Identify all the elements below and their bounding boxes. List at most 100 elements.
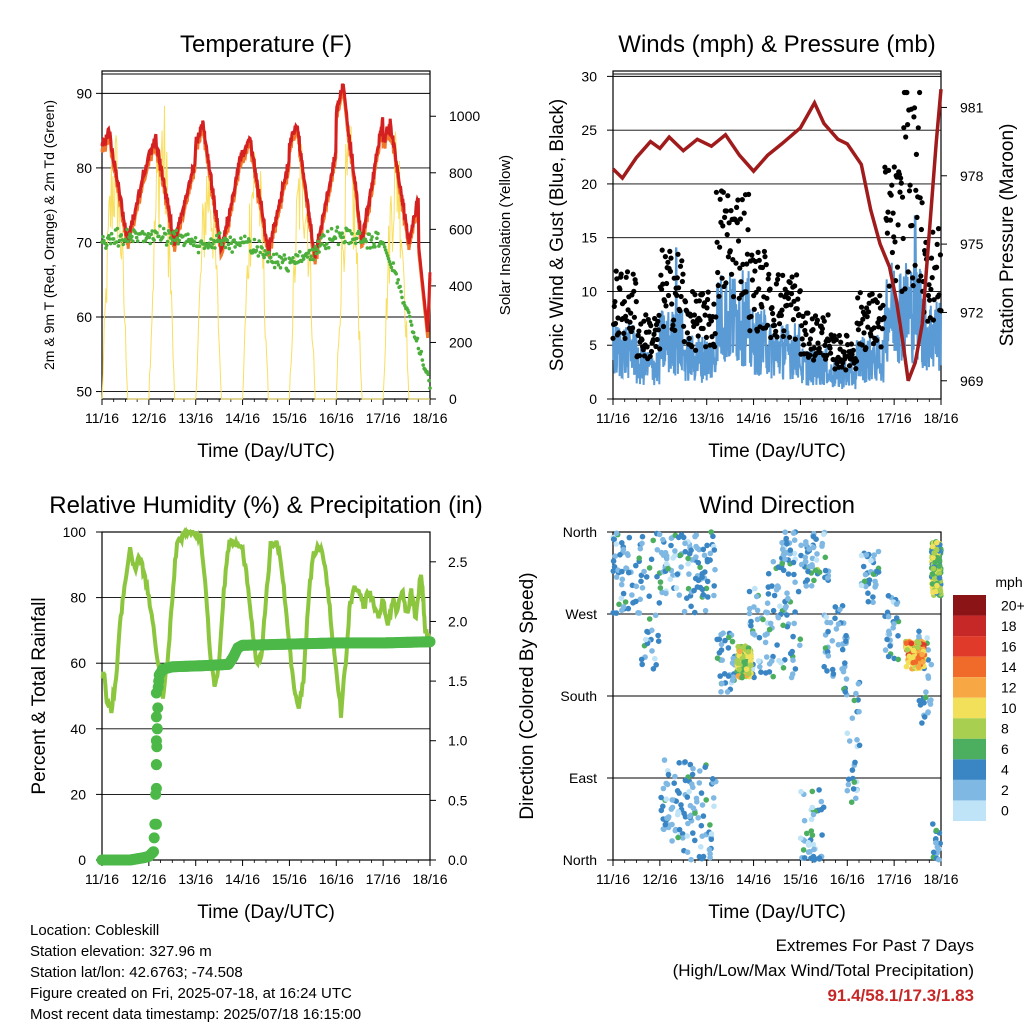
gust-point [727,248,733,254]
gust-point [623,274,629,280]
direction-point [660,536,666,543]
dewpoint-point [134,231,138,235]
direction-point [699,571,705,577]
winds-ytick-label: 0 [589,391,597,407]
direction-point [774,642,780,648]
direction-point [809,788,816,795]
direction-point [845,781,852,788]
gust-point [880,302,886,308]
direction-point [746,588,753,595]
direction-point [870,599,876,606]
colorbar-swatch [953,779,986,801]
gust-point [894,264,901,270]
direction-point [748,623,754,629]
direction-point [842,660,848,666]
dewpoint-point [247,239,252,243]
gust-point [819,330,825,336]
dewpoint-point [260,246,264,250]
gust-point [792,283,798,289]
direction-point [697,768,703,774]
direction-series [610,529,944,863]
gust-point [781,328,787,334]
direction-point [711,803,717,809]
direction-point [725,645,732,651]
gust-point [886,283,892,289]
direction-point [685,561,691,567]
direction-point [726,634,732,641]
direction-point [771,592,778,599]
direction-point [916,697,923,704]
dewpoint-point [317,250,321,254]
direction-point [824,668,830,674]
direction-point [853,795,859,802]
gust-point [788,302,794,308]
dewpoint-point [384,251,389,255]
direction-point [613,530,620,537]
gust-point [717,244,723,250]
dewpoint-point [148,241,152,246]
winds-ytick-right-label: 972 [960,304,984,320]
direction-point [697,564,703,571]
gust-point [898,180,904,186]
direction-point [775,614,782,621]
direction-point [844,787,851,794]
direction-point [695,559,702,566]
gust-point [759,264,766,271]
dewpoint-point [387,259,392,264]
dewpoint-point [233,245,237,249]
direction-point [756,634,763,641]
gust-point [853,366,859,372]
direction-point [704,542,710,549]
direction-point [853,690,859,697]
dewpoint-point [228,235,233,239]
winds-xtick-label: 17/16 [877,410,912,426]
direction-point [803,583,810,589]
dewpoint-point [115,226,120,231]
direction-point [704,578,711,585]
gust-point [696,298,703,304]
gust-point [859,342,865,348]
humidity-xtick-label: 12/16 [131,871,166,887]
direction-point [686,813,693,820]
direction-point [754,607,761,614]
gust-point [630,325,636,331]
winds-xtick-label: 18/16 [923,410,958,426]
gust-point [723,208,730,214]
colorbar-label: 0 [1001,803,1009,819]
direction-point [611,564,618,570]
dewpoint-point [320,242,324,246]
gust-point [853,358,860,364]
gust-point [720,223,726,229]
gust-point [838,339,844,345]
dewpoint-point [391,261,396,265]
direction-point [928,697,934,703]
direction-point [746,610,753,617]
direction-point [884,636,890,643]
direction-point [639,585,646,591]
direction-point [722,637,728,644]
dewpoint-point [155,231,159,235]
humidity-ytick-right-label: 1.5 [448,673,468,689]
gust-point [889,249,896,256]
gust-point [708,318,715,324]
direction-point [791,550,798,557]
gust-point [935,226,942,232]
direction-point [617,552,623,558]
dewpoint-point [334,229,339,233]
humidity-ytick-label: 40 [70,721,86,737]
humidity-ytick-right-label: 2.5 [448,554,468,570]
gust-point [913,187,919,193]
dewpoint-point [243,234,247,239]
direction-point [753,593,760,600]
direction-point [663,590,669,597]
direction-point [699,586,706,593]
direction-point [797,636,804,642]
direction-point [784,612,790,618]
gust-point [778,312,785,318]
gust-point [623,313,629,319]
gust-point [744,251,751,257]
gust-point [811,345,817,351]
direction-point [620,590,627,597]
gust-point [705,296,711,303]
dewpoint-point [395,281,400,285]
